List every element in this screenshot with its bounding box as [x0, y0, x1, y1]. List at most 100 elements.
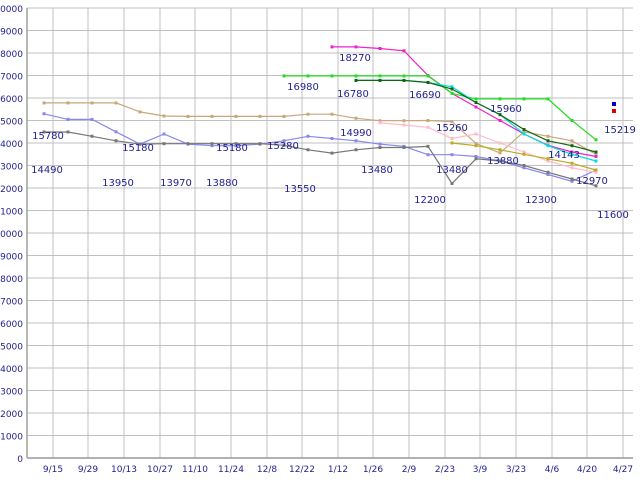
data-point-marker [378, 78, 382, 82]
data-point-marker [402, 119, 406, 123]
data-point-marker [522, 128, 526, 131]
data-point-marker [354, 78, 358, 82]
data-point-marker [594, 184, 598, 188]
x-axis-tick-label: 4/27 [613, 465, 633, 475]
y-axis-tick-label: 0 [17, 455, 23, 465]
value-annotation: 13550 [284, 184, 316, 195]
data-point-marker [546, 170, 550, 174]
y-axis-tick-label: 3000 [0, 388, 23, 398]
y-axis-tick-label: 13000 [0, 163, 23, 173]
data-point-marker [378, 146, 382, 149]
data-point-marker [402, 78, 406, 82]
data-point-marker [474, 157, 478, 161]
data-point-marker [570, 150, 574, 154]
data-point-marker [594, 168, 598, 172]
data-point-marker [282, 74, 286, 78]
x-axis-tick-label: 3/9 [473, 465, 488, 475]
x-axis-tick-label: 2/23 [435, 465, 455, 475]
data-point-marker [594, 159, 598, 163]
data-point-marker [162, 114, 166, 118]
y-axis-tick-label: 11000 [0, 208, 23, 218]
value-annotation: 13880 [487, 156, 519, 167]
data-point-marker [498, 113, 502, 117]
data-point-marker [66, 101, 70, 105]
data-point-marker [234, 142, 238, 146]
data-point-marker [570, 161, 574, 165]
data-point-marker [450, 85, 454, 89]
data-point-marker [450, 137, 454, 140]
data-point-marker [522, 164, 526, 167]
data-point-marker [498, 141, 502, 145]
data-point-marker [114, 139, 118, 143]
data-point-marker [90, 117, 94, 121]
data-point-marker [354, 148, 358, 152]
x-axis-tick-label: 11/24 [218, 465, 244, 475]
y-axis-tick-label: 15000 [0, 118, 23, 128]
data-point-marker [570, 152, 574, 156]
data-point-marker [234, 114, 238, 118]
data-point-marker [42, 112, 46, 116]
value-annotation: 15219 [604, 125, 636, 136]
data-point-marker [426, 74, 430, 78]
data-point-marker [450, 153, 454, 157]
data-point-marker [378, 121, 382, 125]
data-point-marker [498, 151, 502, 155]
data-point-marker [570, 139, 574, 143]
data-point-marker [522, 166, 526, 170]
value-annotation: 13970 [160, 178, 192, 189]
data-point-marker [306, 134, 310, 138]
data-point-marker [138, 142, 142, 146]
data-point-marker [498, 119, 502, 122]
data-point-marker [330, 74, 334, 78]
data-point-marker [546, 144, 550, 148]
data-point-marker [66, 117, 70, 121]
x-axis-tick-label: 9/29 [78, 465, 98, 475]
data-point-marker [282, 114, 286, 118]
y-axis-tick-label: 17000 [0, 73, 23, 83]
value-annotation: 15180 [216, 143, 248, 154]
data-point-marker [450, 141, 454, 145]
value-annotation: 15180 [122, 143, 154, 154]
data-point-marker [546, 97, 550, 101]
y-axis-tick-label: 18000 [0, 50, 23, 60]
value-annotation: 15260 [436, 123, 468, 134]
value-annotation: 12300 [525, 195, 557, 206]
y-axis-tick-label: 10000 [0, 230, 23, 240]
x-axis-tick-label: 2/9 [402, 465, 417, 475]
value-annotation: 16780 [337, 89, 369, 100]
data-point-marker [474, 101, 478, 104]
data-point-marker [162, 132, 166, 136]
data-point-marker [258, 142, 262, 146]
data-point-marker [234, 144, 238, 148]
value-annotation: 16980 [287, 82, 319, 93]
x-axis-tick-label: 12/22 [289, 465, 315, 475]
x-axis-tick-label: 9/15 [43, 465, 63, 475]
value-annotation: 15780 [32, 131, 64, 142]
data-point-marker [474, 132, 478, 136]
data-point-marker [354, 116, 358, 120]
data-point-marker [570, 144, 574, 148]
series-line-series-darkgreen [356, 79, 597, 153]
y-axis-tick-label: 9000 [0, 253, 23, 263]
value-annotation: 15960 [490, 104, 522, 115]
data-point-marker [330, 112, 334, 116]
data-point-marker [594, 155, 598, 158]
x-axis-tick-label: 11/10 [182, 465, 208, 475]
series-line-series-pink [379, 122, 597, 173]
x-axis-tick-label: 3/23 [506, 465, 526, 475]
y-axis-tick-label: 4000 [0, 365, 23, 375]
data-point-marker [90, 134, 94, 138]
y-axis-tick-label: 14000 [0, 140, 23, 150]
data-point-marker [210, 142, 214, 146]
data-point-marker [42, 101, 46, 105]
data-point-marker [450, 182, 454, 185]
data-point-marker [330, 137, 334, 140]
data-point-marker [282, 143, 286, 147]
data-point-marker [330, 151, 334, 155]
data-point-marker [354, 74, 358, 78]
data-point-marker [522, 150, 526, 154]
data-point-marker [522, 130, 526, 134]
y-axis-tick-label: 20000 [0, 5, 23, 15]
data-point-marker [570, 177, 574, 181]
